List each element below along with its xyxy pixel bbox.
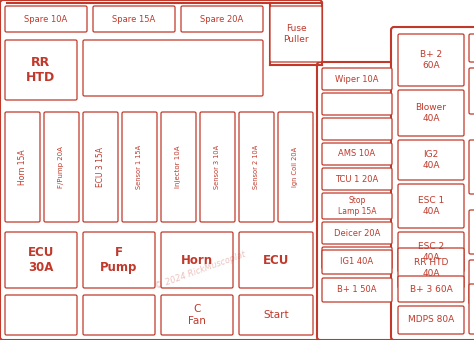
FancyBboxPatch shape xyxy=(200,112,235,222)
Text: Stop
Lamp 15A: Stop Lamp 15A xyxy=(338,196,376,216)
Text: Horn: Horn xyxy=(181,254,213,267)
Text: RR HTD
40A: RR HTD 40A xyxy=(414,258,448,278)
FancyBboxPatch shape xyxy=(469,140,474,194)
Text: Sensor 2 10A: Sensor 2 10A xyxy=(254,145,259,189)
FancyBboxPatch shape xyxy=(322,93,392,115)
FancyBboxPatch shape xyxy=(398,34,464,86)
Text: TCU 1 20A: TCU 1 20A xyxy=(336,174,379,184)
FancyBboxPatch shape xyxy=(398,248,464,288)
FancyBboxPatch shape xyxy=(5,232,77,288)
FancyBboxPatch shape xyxy=(0,0,322,340)
Text: RR
HTD: RR HTD xyxy=(27,56,55,84)
FancyBboxPatch shape xyxy=(278,112,313,222)
Text: Fuse
Puller: Fuse Puller xyxy=(283,24,309,44)
FancyBboxPatch shape xyxy=(469,68,474,114)
FancyBboxPatch shape xyxy=(83,232,155,288)
FancyBboxPatch shape xyxy=(322,250,392,274)
Text: Spare 10A: Spare 10A xyxy=(24,15,68,23)
FancyBboxPatch shape xyxy=(398,306,464,334)
Text: ECU
30A: ECU 30A xyxy=(28,246,54,274)
Text: B+ 3 60A: B+ 3 60A xyxy=(410,285,452,293)
FancyBboxPatch shape xyxy=(398,276,464,302)
Bar xyxy=(270,2,322,38)
Text: Ign Coil 20A: Ign Coil 20A xyxy=(292,147,299,187)
FancyBboxPatch shape xyxy=(93,6,175,32)
FancyBboxPatch shape xyxy=(83,112,118,222)
Text: ECU 3 15A: ECU 3 15A xyxy=(96,147,105,187)
FancyBboxPatch shape xyxy=(239,232,313,288)
FancyBboxPatch shape xyxy=(322,118,392,140)
Text: Sensor 3 10A: Sensor 3 10A xyxy=(215,145,220,189)
Text: B+ 2
60A: B+ 2 60A xyxy=(420,50,442,70)
Text: Deicer 20A: Deicer 20A xyxy=(334,228,380,238)
Text: Injector 10A: Injector 10A xyxy=(175,146,182,188)
Text: Spare 15A: Spare 15A xyxy=(112,15,155,23)
FancyBboxPatch shape xyxy=(398,184,464,228)
FancyBboxPatch shape xyxy=(44,112,79,222)
Text: ECU: ECU xyxy=(263,254,289,267)
FancyBboxPatch shape xyxy=(322,222,392,244)
FancyBboxPatch shape xyxy=(317,62,473,340)
FancyBboxPatch shape xyxy=(239,295,313,335)
FancyBboxPatch shape xyxy=(322,168,392,190)
FancyBboxPatch shape xyxy=(398,90,464,136)
FancyBboxPatch shape xyxy=(322,143,392,165)
Text: Blower
40A: Blower 40A xyxy=(416,103,447,123)
FancyBboxPatch shape xyxy=(122,112,157,222)
FancyBboxPatch shape xyxy=(322,278,392,302)
Text: Horn 15A: Horn 15A xyxy=(18,149,27,185)
FancyBboxPatch shape xyxy=(161,112,196,222)
FancyBboxPatch shape xyxy=(469,260,474,304)
Text: IG2
40A: IG2 40A xyxy=(422,150,440,170)
Text: F
Pump: F Pump xyxy=(100,246,137,274)
FancyBboxPatch shape xyxy=(322,68,392,90)
FancyBboxPatch shape xyxy=(398,232,464,272)
Text: Sensor 1 15A: Sensor 1 15A xyxy=(137,145,143,189)
Text: Spare 20A: Spare 20A xyxy=(201,15,244,23)
Text: © 2024 RickMuscoplat: © 2024 RickMuscoplat xyxy=(154,250,246,291)
Text: C
Fan: C Fan xyxy=(188,304,206,326)
Text: F/Pump 20A: F/Pump 20A xyxy=(58,146,64,188)
FancyBboxPatch shape xyxy=(5,40,77,100)
FancyBboxPatch shape xyxy=(469,284,474,334)
FancyBboxPatch shape xyxy=(5,112,40,222)
Text: AMS 10A: AMS 10A xyxy=(338,150,375,158)
FancyBboxPatch shape xyxy=(398,140,464,180)
Text: Wiper 10A: Wiper 10A xyxy=(335,74,379,84)
Text: Start: Start xyxy=(263,310,289,320)
FancyBboxPatch shape xyxy=(322,247,392,269)
Text: ESC 1
40A: ESC 1 40A xyxy=(418,196,444,216)
Text: B+ 1 50A: B+ 1 50A xyxy=(337,286,377,294)
FancyBboxPatch shape xyxy=(83,40,263,96)
Text: ESC 2
40A: ESC 2 40A xyxy=(418,242,444,262)
FancyBboxPatch shape xyxy=(161,295,233,335)
FancyBboxPatch shape xyxy=(181,6,263,32)
FancyBboxPatch shape xyxy=(5,6,87,32)
FancyBboxPatch shape xyxy=(5,295,77,335)
FancyBboxPatch shape xyxy=(391,27,474,340)
FancyBboxPatch shape xyxy=(322,193,392,219)
Text: MDPS 80A: MDPS 80A xyxy=(408,316,454,324)
Text: IG1 40A: IG1 40A xyxy=(340,257,374,267)
FancyBboxPatch shape xyxy=(469,34,474,62)
FancyBboxPatch shape xyxy=(83,295,155,335)
FancyBboxPatch shape xyxy=(161,232,233,288)
FancyBboxPatch shape xyxy=(469,210,474,254)
FancyBboxPatch shape xyxy=(239,112,274,222)
FancyBboxPatch shape xyxy=(270,6,322,62)
